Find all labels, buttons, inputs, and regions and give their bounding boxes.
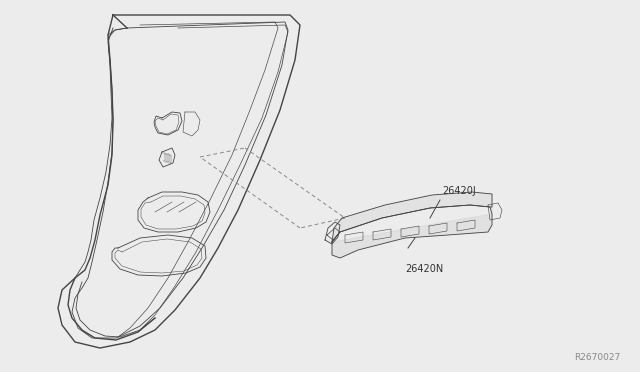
Polygon shape [332, 207, 492, 258]
Text: 26420N: 26420N [405, 264, 444, 274]
Text: R2670027: R2670027 [573, 353, 620, 362]
Polygon shape [332, 192, 492, 242]
Text: 26420J: 26420J [442, 186, 476, 196]
